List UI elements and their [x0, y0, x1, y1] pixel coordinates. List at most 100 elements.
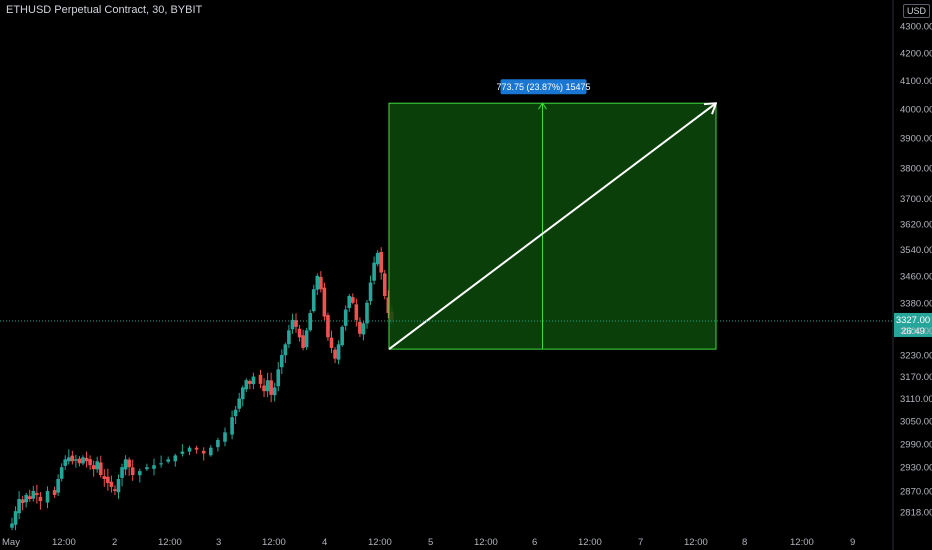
price-tick-label: 4300.00	[900, 21, 932, 32]
price-tick-label: 2870.00	[900, 486, 932, 497]
price-tick-label: 4200.00	[900, 48, 932, 59]
candle-body	[375, 252, 380, 265]
price-tick-label: 3230.00	[900, 351, 932, 362]
candle-body	[27, 496, 32, 500]
candle-body	[272, 387, 277, 396]
time-tick-label: 9	[850, 537, 855, 548]
time-tick-label: 12:00	[474, 537, 498, 548]
price-tick-label: 3380.00	[900, 298, 932, 309]
candle-body	[304, 330, 309, 348]
candle-body	[322, 287, 327, 317]
price-tick-label: 3110.00	[900, 394, 932, 405]
price-tick-label: 3170.00	[900, 372, 932, 383]
candle-body	[280, 355, 284, 368]
candle-body	[223, 432, 227, 442]
price-tick-label: 3050.00	[900, 416, 932, 427]
candle-body	[13, 511, 18, 525]
candle-body	[269, 380, 273, 395]
candle-body	[297, 328, 302, 338]
candle-body	[67, 457, 71, 462]
candle-body	[354, 304, 359, 320]
candle-body	[351, 297, 355, 303]
candle-body	[290, 319, 295, 330]
candle-body	[180, 451, 185, 454]
time-tick-label: 12:00	[262, 537, 286, 548]
candle-body	[358, 321, 362, 334]
price-tick-label: 3540.00	[900, 245, 932, 256]
time-tick-label: 3	[216, 537, 221, 548]
candle-body	[98, 462, 103, 476]
candle-body	[10, 523, 14, 528]
price-tick-label: 3620.00	[900, 219, 932, 230]
candlestick-series	[10, 247, 394, 531]
candle-body	[230, 417, 234, 435]
candle-body	[106, 476, 110, 483]
candle-body	[216, 439, 220, 448]
candle-body	[31, 490, 36, 499]
price-tick-label: 4000.00	[900, 105, 932, 116]
candle-body	[301, 335, 305, 348]
measure-label-bg	[500, 79, 587, 95]
price-range-measure[interactable]	[388, 102, 717, 350]
candle-body	[116, 478, 121, 493]
candle-body	[347, 295, 352, 308]
candle-body	[145, 467, 149, 470]
candle-body	[127, 459, 131, 468]
candle-body	[63, 459, 68, 466]
time-tick-label: 6	[532, 537, 537, 548]
time-tick-label: 2	[112, 537, 117, 548]
candle-body	[315, 275, 320, 290]
time-tick-label: May	[2, 537, 20, 548]
candle-body	[262, 385, 266, 392]
candle-body	[109, 481, 114, 487]
candle-body	[95, 461, 99, 470]
candle-body	[91, 465, 96, 470]
candle-body	[283, 344, 288, 356]
candle-body	[113, 489, 117, 491]
candle-body	[237, 398, 241, 409]
time-tick-label: 12:00	[368, 537, 392, 548]
trend-arrowhead	[703, 102, 717, 115]
time-tick-label: 4	[322, 537, 327, 548]
candle-body	[102, 476, 107, 479]
candle-body	[287, 330, 291, 345]
candle-body	[45, 490, 50, 503]
candle-body	[311, 289, 316, 312]
candle-body	[130, 467, 135, 476]
candle-body	[368, 282, 373, 302]
candle-body	[258, 374, 263, 384]
candle-body	[244, 380, 249, 390]
price-tick-label: 2818.00	[900, 508, 932, 519]
currency-badge[interactable]: USD	[903, 4, 931, 18]
candle-body	[24, 494, 28, 503]
time-tick-label: 12:00	[158, 537, 182, 548]
current-price-value: 3327.00	[896, 315, 930, 326]
candle-body	[361, 323, 366, 335]
time-tick-label: 12:00	[578, 537, 602, 548]
candle-body	[333, 349, 337, 359]
candle-body	[248, 381, 252, 384]
candle-body	[379, 251, 383, 273]
price-axis[interactable]: 2818.00 2870.00 2930.00 2990.00 3050.00 3110.…	[892, 0, 932, 550]
time-tick-label: 7	[638, 537, 643, 548]
time-axis[interactable]: May 12:00 2 12:00 3 12:00 4 12:00 5 12:00 6 12:00 7 1…	[2, 537, 855, 548]
candle-body	[166, 459, 170, 462]
trend-arrow-line	[388, 102, 717, 350]
candle-body	[276, 369, 281, 387]
candle-body	[152, 465, 156, 469]
symbol-title[interactable]: ETHUSD Perpetual Contract, 30, BYBIT	[6, 4, 203, 16]
candle-body	[308, 313, 312, 331]
candle-body	[88, 459, 92, 466]
measure-label-text: 773.75 (23.87%) 15475	[496, 82, 590, 92]
candle-body	[81, 457, 85, 464]
price-countdown: 26:49	[901, 326, 925, 337]
candle-body	[386, 297, 391, 314]
candle-body	[240, 387, 245, 400]
time-tick-label: 8	[742, 537, 747, 548]
candle-body	[194, 447, 199, 450]
time-tick-label: 12:00	[684, 537, 708, 548]
candle-body	[20, 499, 25, 504]
candle-body	[52, 490, 57, 495]
candle-body	[209, 447, 213, 456]
